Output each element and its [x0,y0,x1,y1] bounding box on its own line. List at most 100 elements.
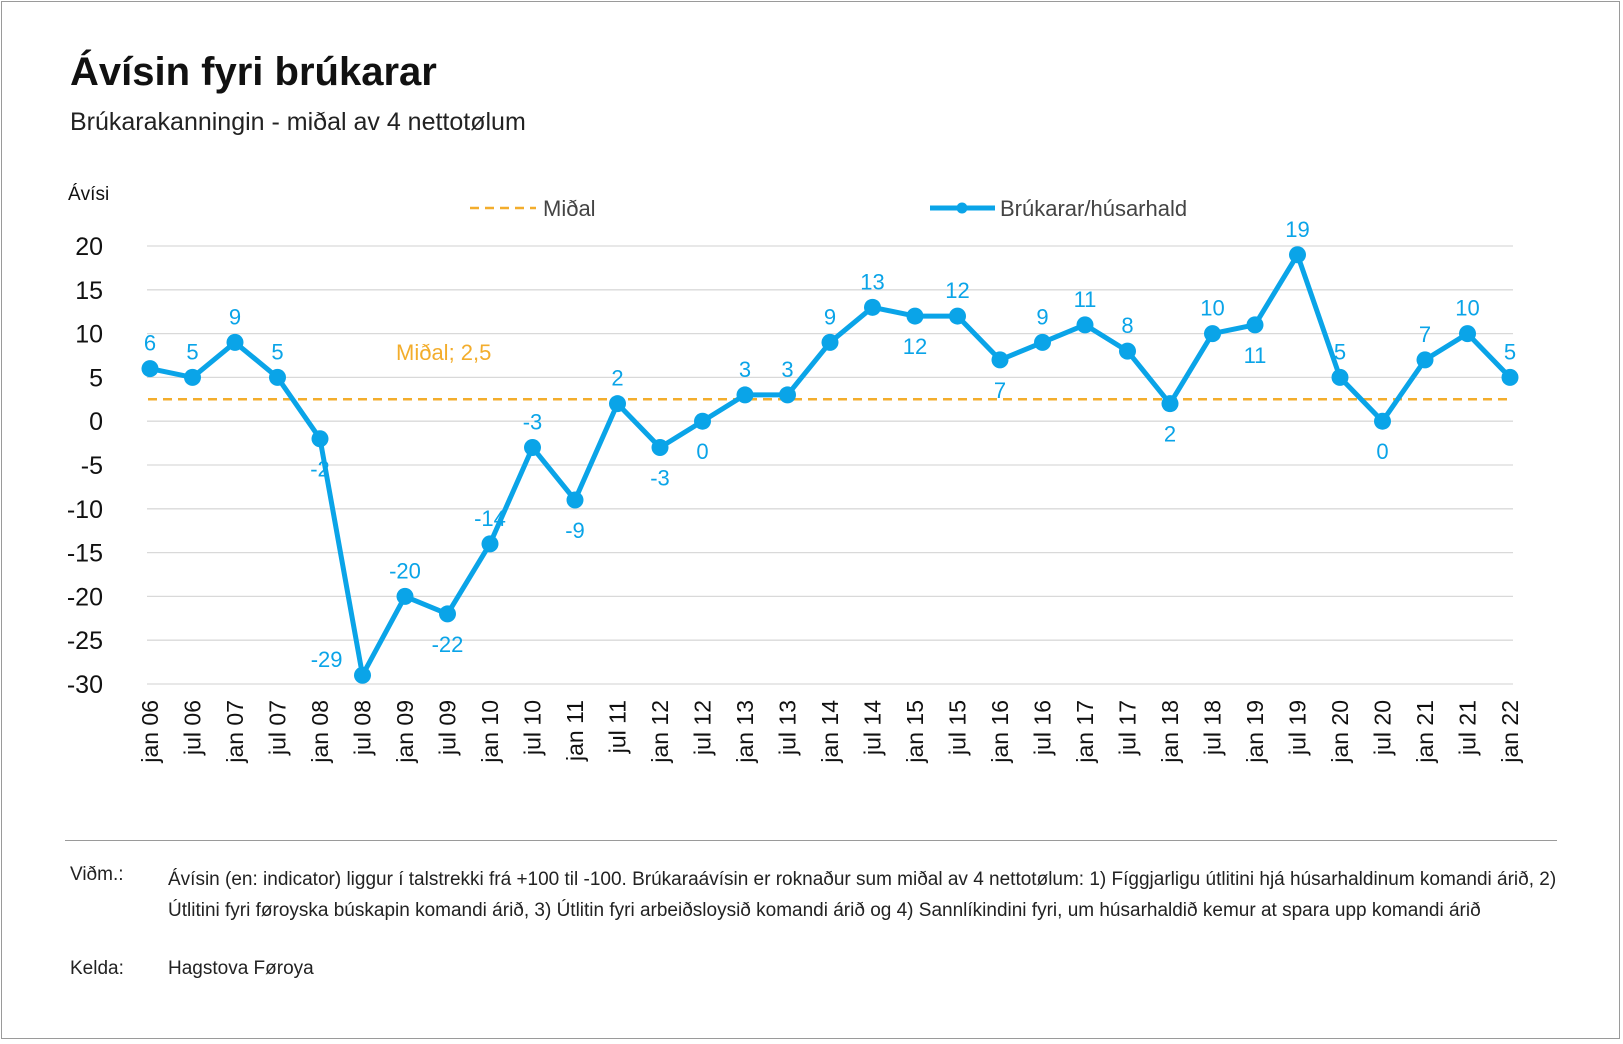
x-tick-label: jul 08 [350,700,376,756]
data-label: 6 [144,331,156,356]
y-tick-label: 5 [89,364,103,392]
x-tick-label: jan 20 [1327,700,1353,764]
data-point [184,368,201,386]
data-label: 5 [1504,339,1516,364]
data-label: 12 [903,334,927,359]
data-point [1161,395,1179,413]
x-tick-label: jul 10 [520,700,546,756]
data-point [481,535,499,553]
data-point [566,491,584,509]
x-tick-label: jul 14 [860,700,886,756]
data-label: 0 [696,439,708,464]
data-label: 2 [611,366,623,391]
y-tick-label: -10 [67,496,103,524]
source-text: Hagstova Føroya [168,958,314,979]
x-tick-label: jan 11 [562,700,588,762]
x-tick-label: jul 20 [1370,700,1396,756]
data-point [141,360,159,378]
x-tick-label: jan 21 [1412,700,1438,764]
data-label: -3 [523,409,543,434]
data-label: 5 [186,339,198,364]
y-tick-label: 0 [89,408,103,436]
data-label: 11 [1244,343,1267,368]
data-point [396,587,414,605]
data-label: -14 [474,506,506,531]
data-label: 9 [229,304,241,329]
x-tick-label: jan 12 [647,700,673,764]
data-point [1076,316,1094,334]
data-point [439,605,456,623]
y-axis-title: Ávísi [68,184,109,205]
data-point [1501,368,1519,386]
y-tick-label: -5 [81,452,103,480]
x-tick-label: jul 21 [1455,700,1481,756]
data-point [524,438,541,456]
data-label: -20 [389,558,421,583]
mean-annotation: Miðal; 2,5 [396,340,491,365]
y-tick-label: -20 [67,583,103,611]
data-label: 9 [1036,304,1048,329]
data-label: 10 [1200,296,1224,321]
data-point [864,298,881,316]
x-tick-label: jan 14 [817,700,843,764]
data-label: 13 [860,269,884,294]
x-tick-label: jul 18 [1200,700,1226,756]
source-label: Kelda: [70,958,124,979]
data-point [1416,351,1434,369]
x-tick-label: jul 13 [775,700,801,756]
data-point [269,368,286,386]
note-text: Ávísin (en: indicator) liggur í talstrek… [168,869,1557,921]
data-label: 11 [1074,287,1097,312]
y-tick-label: 15 [75,277,103,305]
x-tick-label: jan 22 [1497,700,1523,764]
y-tick-label: -15 [67,540,103,568]
legend-series-marker [956,202,968,214]
legend-series-label: Brúkarar/húsarhald [1000,196,1187,221]
x-tick-label: jul 07 [265,700,291,756]
x-tick-label: jul 09 [435,700,461,756]
data-point [1204,325,1221,343]
y-tick-label: 10 [75,321,103,349]
data-point [1374,412,1391,430]
x-tick-label: jul 06 [180,700,206,756]
data-label: 7 [1419,322,1431,347]
data-point [1289,246,1306,264]
x-tick-label: jan 19 [1242,700,1268,764]
data-label: 19 [1285,217,1309,242]
x-tick-label: jul 15 [945,700,971,756]
data-label: 0 [1376,439,1388,464]
data-label: 3 [739,357,751,382]
data-label: 12 [945,278,969,303]
x-tick-label: jan 08 [307,700,333,764]
data-label: -9 [565,518,585,543]
data-label: -22 [432,632,464,657]
footer-divider [65,840,1557,841]
data-point [736,386,754,404]
data-point [949,307,966,325]
data-point [609,395,626,413]
y-tick-label: 20 [75,233,103,261]
data-point [651,438,669,456]
data-point [779,386,796,404]
x-tick-label: jan 18 [1157,700,1183,764]
x-tick-label: jan 07 [222,700,248,764]
x-tick-label: jan 13 [732,700,758,764]
x-tick-label: jul 12 [690,700,716,756]
data-label: -2 [310,457,330,482]
data-label: 3 [781,357,793,382]
x-tick-label: jan 06 [137,700,163,764]
y-tick-label: -30 [67,671,103,699]
data-point [991,351,1009,369]
data-point [1331,368,1349,386]
legend-mean-label: Miðal [543,196,596,221]
x-tick-label: jan 15 [902,700,928,764]
data-point [821,333,839,351]
data-point [311,430,329,448]
x-tick-label: jan 17 [1072,700,1098,764]
data-label: 10 [1455,296,1479,321]
x-tick-label: jul 16 [1030,700,1056,756]
data-label: 7 [994,378,1006,403]
data-point [1246,316,1264,334]
